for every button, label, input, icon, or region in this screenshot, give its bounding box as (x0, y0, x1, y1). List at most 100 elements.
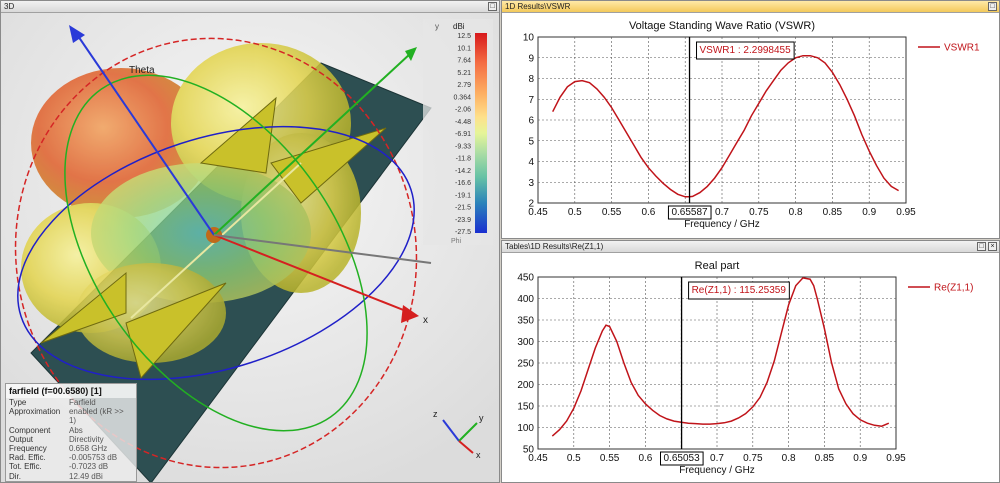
info-value: -0.7023 dB (69, 462, 109, 472)
vswr-y-tick-label: 7 (528, 95, 534, 106)
info-key: Type (9, 398, 27, 407)
info-key: Tot. Effic. (9, 462, 42, 472)
re-z-y-tick-label: 200 (517, 380, 534, 391)
info-key: Rad. Effic. (9, 453, 46, 463)
farfield-3d-viewport[interactable]: Theta x z y x y dBi 12.5 10.1 7.64 5.21 2.79… (1, 13, 499, 482)
farfield-info-panel: farfield (f=00.6580) [1] Type Farfield App… (5, 383, 137, 482)
vswr-x-tick-label: 0.9 (862, 207, 876, 218)
colorbar-tick-label: 7.64 (457, 58, 471, 65)
re-z-y-tick-label: 450 (517, 273, 534, 284)
re-z-x-axis-label: Frequency / GHz (679, 465, 755, 476)
vswr-titlebar[interactable]: 1D Results\VSWR □ (502, 1, 999, 13)
maximize-icon[interactable]: □ (488, 2, 497, 11)
restore-icon[interactable]: □ (977, 242, 986, 251)
vswr-marker-label: VSWR1 : 2.2998455 (700, 45, 792, 56)
vswr-x-tick-label: 0.7 (715, 207, 729, 218)
triad-z-line (442, 419, 460, 442)
colorbar-tick-label: -11.8 (456, 156, 472, 163)
vswr-y-tick-label: 2 (528, 199, 534, 210)
close-icon[interactable]: × (988, 242, 997, 251)
farfield-3d-pane[interactable]: 3D □ (0, 0, 500, 483)
vswr-plot-area[interactable]: Voltage Standing Wave Ratio (VSWR) 0.45 0.… (502, 13, 999, 238)
colorbar-tick-label: -2.06 (455, 107, 471, 114)
triad-z-label: z (433, 409, 438, 419)
colorbar-tick-label: -19.1 (455, 192, 471, 199)
re-z-plot-area[interactable]: Real part0.450.50.550.60.650.70.750.80.8… (502, 253, 999, 482)
colorbar-gradient (475, 33, 487, 233)
re-z-chart[interactable]: Real part0.450.50.550.60.650.70.750.80.8… (502, 253, 999, 482)
phi-axis-line (213, 234, 432, 264)
re-z-y-tick-label: 300 (517, 337, 534, 348)
info-key: Frequency (9, 444, 47, 454)
vswr-y-tick-label: 9 (528, 53, 534, 64)
elevation-circle (64, 74, 368, 432)
colorbar-ticks: 12.5 10.1 7.64 5.21 2.79 0.364 -2.06 -4.48 -6.91… (453, 33, 471, 236)
vswr-pane[interactable]: 1D Results\VSWR □ Voltage Standing Wave … (501, 0, 1000, 239)
vswr-series-line[interactable] (552, 54, 899, 198)
colorbar-legend: y dBi 12.5 10.1 7.64 5.21 2.79 0.364 -2.06 -4.4… (423, 19, 493, 245)
orientation-triad: z y x (433, 409, 484, 460)
re-z-x-tick-label: 0.85 (815, 453, 835, 464)
y-axis-arrow (405, 47, 417, 61)
colorbar-tick-label: 5.21 (457, 70, 471, 77)
vswr-x-tick-label: 0.6 (641, 207, 655, 218)
re-z-x-tick-label: 0.8 (782, 453, 796, 464)
vswr-cursor-value-box (667, 205, 712, 220)
re-z-y-tick-label: 350 (517, 316, 534, 327)
vswr-y-tick-label: 5 (528, 136, 534, 147)
x-axis-line (213, 234, 412, 314)
vswr-marker-box (696, 41, 795, 60)
re-z-x-tick-label: 0.9 (853, 453, 867, 464)
re-z-x-tick-label: 0.6 (638, 453, 652, 464)
re-z-series-line[interactable] (551, 277, 890, 437)
farfield-info-rows: Type Farfield Approximation enabled (kR >> … (6, 398, 136, 481)
vswr-x-tick-label: 0.95 (896, 207, 916, 218)
antenna-element (125, 282, 227, 380)
colorbar-unit: dBi (453, 22, 465, 31)
farfield-info-row: Component Abs (6, 426, 136, 435)
vswr-title: 1D Results\VSWR (505, 2, 571, 11)
triad-x-line (458, 440, 474, 454)
info-value: enabled (kR >> 1) (68, 407, 124, 426)
colorbar-tick-label: -14.2 (455, 168, 471, 175)
re-z-x-tick-label: 0.5 (567, 453, 581, 464)
vswr-y-tick-label: 8 (528, 74, 534, 85)
vswr-cursor-value: 0.65587 (671, 207, 708, 218)
antenna-element (270, 127, 387, 204)
info-value: Farfield (69, 398, 96, 407)
theta-circle (14, 37, 418, 469)
vswr-y-tick-label: 3 (528, 178, 534, 189)
farfield-info-row: Tot. Effic. -0.7023 dB (6, 462, 136, 471)
info-value: Abs (69, 425, 83, 435)
info-value: -0.005753 dB (69, 453, 118, 463)
x-axis-label: x (423, 315, 428, 326)
farfield-info-row: Dir. 12.49 dBi (6, 472, 136, 481)
farfield-3d-titlebar[interactable]: 3D □ (1, 1, 499, 13)
colorbar-tick-label: -4.48 (455, 119, 471, 126)
info-value: Directivity (69, 434, 104, 444)
colorbar-tick-label: -9.33 (455, 143, 471, 150)
z-axis-line (75, 32, 215, 236)
vswr-x-tick-label: 0.85 (823, 207, 843, 218)
re-z-pane[interactable]: Tables\1D Results\Re(Z1,1) □ × Real part… (501, 240, 1000, 483)
re-z-y-tick-label: 100 (517, 423, 534, 434)
maximize-icon[interactable]: □ (988, 2, 997, 11)
colorbar-tick-label: -23.9 (455, 217, 471, 224)
re-z-x-tick-label: 0.95 (886, 453, 906, 464)
vswr-chart[interactable]: Voltage Standing Wave Ratio (VSWR) 0.45 0.… (502, 13, 999, 238)
antenna-element (40, 271, 127, 344)
farfield-3d-scene[interactable]: Theta x z y x (1, 13, 499, 483)
re-z-x-tick-label: 0.7 (710, 453, 724, 464)
vswr-x-tick-label: 0.45 (528, 207, 548, 218)
vswr-x-axis-label: Frequency / GHz (684, 219, 760, 230)
farfield-3d-title: 3D (4, 2, 15, 11)
info-value: 12.49 dBi (69, 471, 103, 481)
triad-y-line (458, 422, 478, 442)
re-z-titlebar[interactable]: Tables\1D Results\Re(Z1,1) □ × (502, 241, 999, 253)
colorbar-tick-label: -6.91 (455, 131, 471, 138)
re-z-legend-label: Re(Z1,1) (934, 283, 973, 294)
vswr-legend-label: VSWR1 (944, 43, 980, 54)
re-z-cursor-value: 0.65053 (664, 453, 701, 464)
vswr-x-tick-label: 0.55 (602, 207, 622, 218)
re-z-x-tick-label: 0.45 (528, 453, 548, 464)
